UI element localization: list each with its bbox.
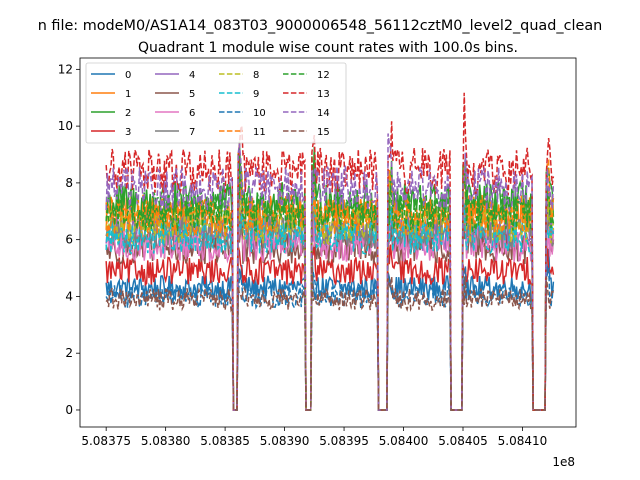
legend-label: 13: [317, 89, 330, 100]
x-tick-label: 5.08395: [319, 434, 369, 448]
legend-label: 4: [189, 70, 195, 81]
legend-box: [85, 62, 347, 144]
legend-label: 8: [253, 70, 259, 81]
x-tick-label: 5.08375: [81, 434, 131, 448]
legend-label: 11: [253, 127, 266, 138]
y-tick-label: 10: [58, 119, 73, 133]
y-tick-label: 8: [65, 176, 73, 190]
x-tick-label: 5.08385: [200, 434, 250, 448]
legend-label: 3: [125, 127, 131, 138]
x-tick-label: 5.08410: [498, 434, 548, 448]
x-tick-label: 5.08380: [141, 434, 191, 448]
legend-label: 10: [253, 108, 266, 119]
series-line-3: [105, 236, 555, 411]
legend-label: 0: [125, 70, 131, 81]
series-line-12: [105, 153, 555, 411]
y-tick-label: 12: [58, 62, 73, 76]
y-tick-label: 2: [65, 346, 73, 360]
series-line-14: [105, 133, 555, 411]
figure-suptitle: n file: modeM0/AS1A14_083T03_9000006548_…: [38, 18, 603, 34]
legend-label: 14: [317, 108, 330, 119]
y-axis: 0 2 4 6 8 10 12: [58, 62, 80, 417]
x-tick-label: 5.08390: [260, 434, 310, 448]
legend-label: 9: [253, 89, 259, 100]
legend-label: 6: [189, 108, 195, 119]
legend-label: 12: [317, 70, 330, 81]
series-lines: [105, 92, 555, 411]
x-offset-label: 1e8: [552, 455, 575, 469]
series-line-9: [105, 196, 555, 411]
series-line-10: [105, 264, 555, 411]
x-tick-label: 5.08405: [438, 434, 488, 448]
legend-label: 5: [189, 89, 195, 100]
legend-label: 1: [125, 89, 131, 100]
y-tick-label: 4: [65, 289, 73, 303]
series-line-13: [105, 92, 555, 411]
x-axis: 5.08375 5.08380 5.08385 5.08390 5.08395 5.084…: [81, 427, 547, 448]
chart-title: Quadrant 1 module wise count rates with …: [138, 40, 518, 56]
legend-label: 2: [125, 108, 131, 119]
y-tick-label: 0: [65, 403, 73, 417]
legend-label: 7: [189, 127, 195, 138]
x-tick-label: 5.08400: [379, 434, 429, 448]
legend-label: 15: [317, 127, 330, 138]
plot-frame: [79, 57, 577, 428]
y-tick-label: 6: [65, 233, 73, 247]
